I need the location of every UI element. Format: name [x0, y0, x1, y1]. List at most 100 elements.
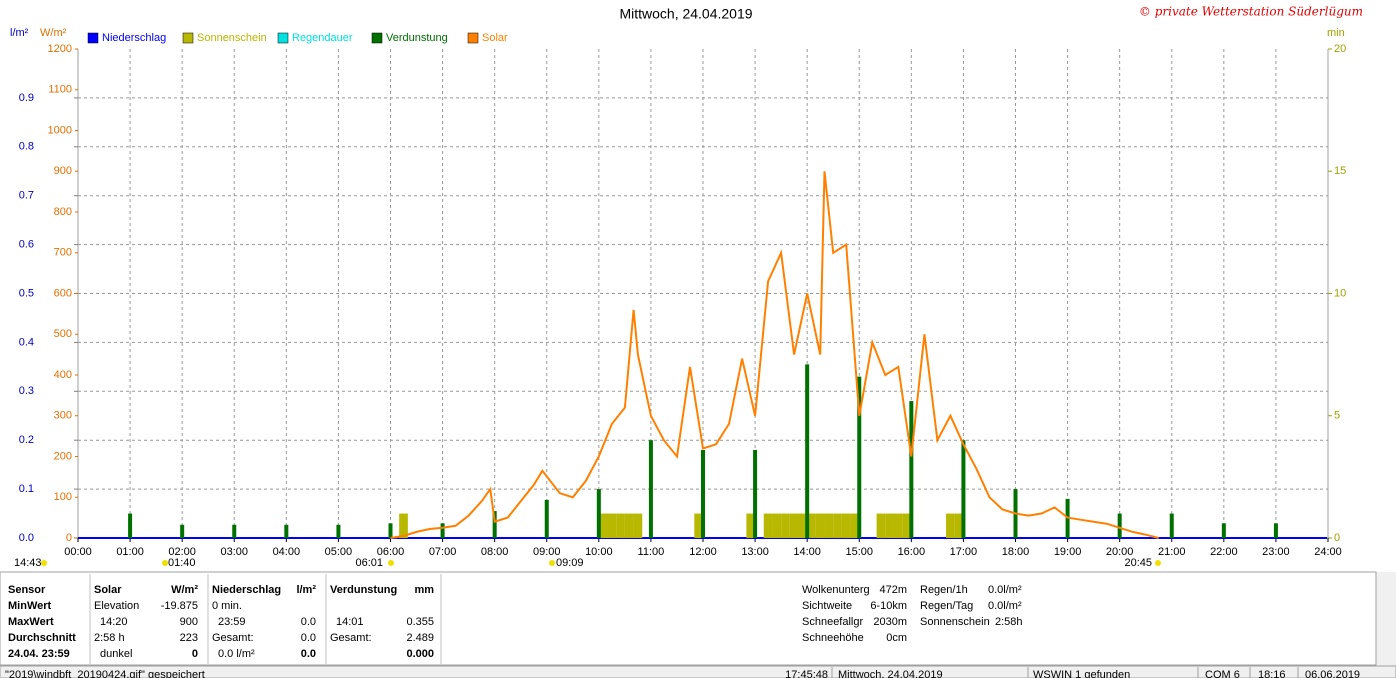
- time-marker-label: 14:43: [14, 557, 42, 569]
- x-tick-label: 07:00: [429, 546, 457, 558]
- stats-row-label: MinWert: [8, 600, 52, 612]
- bar: [440, 523, 445, 538]
- time-marker: [388, 560, 394, 566]
- x-tick-label: 14:00: [793, 546, 821, 558]
- solar-tick-label: 800: [54, 206, 72, 218]
- stats-panel: [0, 571, 1377, 666]
- solar-tick-label: 400: [54, 369, 72, 381]
- stats-header-unit: l/m²: [296, 584, 316, 596]
- credit: © private Wetterstation Süderlügum: [1139, 5, 1363, 19]
- x-tick-label: 13:00: [741, 546, 769, 558]
- legend-swatch: [182, 32, 194, 44]
- x-tick-label: 06:00: [377, 546, 405, 558]
- bar: [1117, 513, 1122, 538]
- x-tick-label: 19:00: [1054, 546, 1082, 558]
- y-tick-label: 0.6: [19, 239, 34, 251]
- bar: [961, 440, 966, 538]
- stats-row-label: MaxWert: [8, 616, 54, 628]
- bar: [701, 449, 705, 538]
- stats-value: 2:58h: [995, 616, 1023, 628]
- bar: [633, 513, 643, 538]
- stats-row-label: Durchschnitt: [8, 632, 76, 644]
- time-marker-label: 06:01: [355, 557, 383, 569]
- bar: [648, 440, 653, 538]
- stats-cell: Gesamt:: [330, 632, 372, 644]
- stats-value: 0.0l/m²: [988, 600, 1022, 612]
- bar: [284, 524, 289, 538]
- stats-value: 0.000: [406, 648, 434, 660]
- time-marker-label: 01:40: [168, 557, 196, 569]
- bar: [954, 513, 964, 538]
- stats-cell: dunkel: [100, 648, 132, 660]
- solar-tick-label: 700: [54, 247, 72, 259]
- bar: [1273, 523, 1278, 538]
- y-tick-label: 0.7: [19, 190, 34, 202]
- stats-value: 0.0l/m²: [988, 584, 1022, 596]
- bar: [763, 513, 773, 538]
- stats-label: Regen/Tag: [920, 600, 973, 612]
- legend-swatch: [87, 32, 99, 44]
- solar-tick-label: 1000: [48, 124, 72, 136]
- y-tick-label: 0.4: [19, 336, 34, 348]
- bar: [909, 401, 914, 538]
- time-marker-label: 09:09: [556, 557, 584, 569]
- stats-value: 2.489: [406, 632, 434, 644]
- solar-tick-label: 500: [54, 328, 72, 340]
- legend-label: Niederschlag: [102, 32, 166, 44]
- bar: [616, 513, 625, 538]
- solar-tick-label: 1100: [48, 84, 72, 96]
- legend-label: Sonnenschein: [197, 32, 267, 44]
- time-marker: [1155, 560, 1161, 566]
- status-text: 18:16: [1258, 669, 1286, 678]
- line: [390, 171, 1159, 539]
- stats-value: 0.0: [301, 616, 316, 628]
- stats-value: 6-10km: [870, 600, 907, 612]
- stats-value: 900: [180, 616, 198, 628]
- x-tick-label: 22:00: [1210, 546, 1238, 558]
- bar: [824, 513, 834, 538]
- stats-header-unit: mm: [414, 584, 434, 596]
- legend-swatch: [371, 32, 383, 44]
- solar-tick-label: 300: [54, 410, 72, 422]
- bar: [492, 511, 497, 538]
- stats-label: Sonnenschein: [920, 616, 990, 628]
- y-tick-label: 0.5: [19, 287, 34, 299]
- legend-swatch: [277, 32, 289, 44]
- status-bar: [0, 665, 1396, 678]
- bar: [624, 513, 634, 538]
- solar-tick-label: 1200: [48, 43, 72, 55]
- x-tick-label: 08:00: [481, 546, 509, 558]
- status-text: COM 6: [1205, 669, 1240, 678]
- y-tick-label: 0.9: [19, 92, 34, 104]
- y-tick-label: 0.0: [19, 532, 34, 544]
- x-tick-label: 11:00: [638, 546, 665, 558]
- y-tick-label: 0.2: [19, 434, 34, 446]
- bar: [885, 513, 894, 538]
- solar-tick-label: 600: [54, 287, 72, 299]
- bar: [388, 523, 393, 538]
- bar: [789, 513, 799, 538]
- chart-background: [0, 0, 1396, 572]
- bar: [772, 513, 782, 538]
- bar: [857, 376, 862, 538]
- y-axis-label: l/m²: [10, 27, 29, 39]
- bar: [232, 524, 237, 538]
- stats-cell: 0.0 l/m²: [218, 648, 255, 660]
- stats-cell: Gesamt:: [212, 632, 254, 644]
- x-tick-label: 21:00: [1158, 546, 1186, 558]
- solar-tick-label: 100: [54, 491, 72, 503]
- bar: [746, 513, 756, 538]
- x-tick-label: 17:00: [950, 546, 978, 558]
- bar: [902, 513, 912, 538]
- stats-label: Schneehöhe: [802, 632, 864, 644]
- chart-title: Mittwoch, 24.04.2019: [619, 6, 752, 22]
- stats-header: Solar: [94, 584, 122, 596]
- bar: [753, 449, 758, 538]
- legend-swatch: [467, 32, 479, 44]
- stats-header: Niederschlag: [212, 584, 281, 596]
- stats-label: Regen/1h: [920, 584, 968, 596]
- x-tick-label: 23:00: [1262, 546, 1290, 558]
- stats-value: 0.0: [301, 648, 316, 660]
- stats-value: 2030m: [873, 616, 907, 628]
